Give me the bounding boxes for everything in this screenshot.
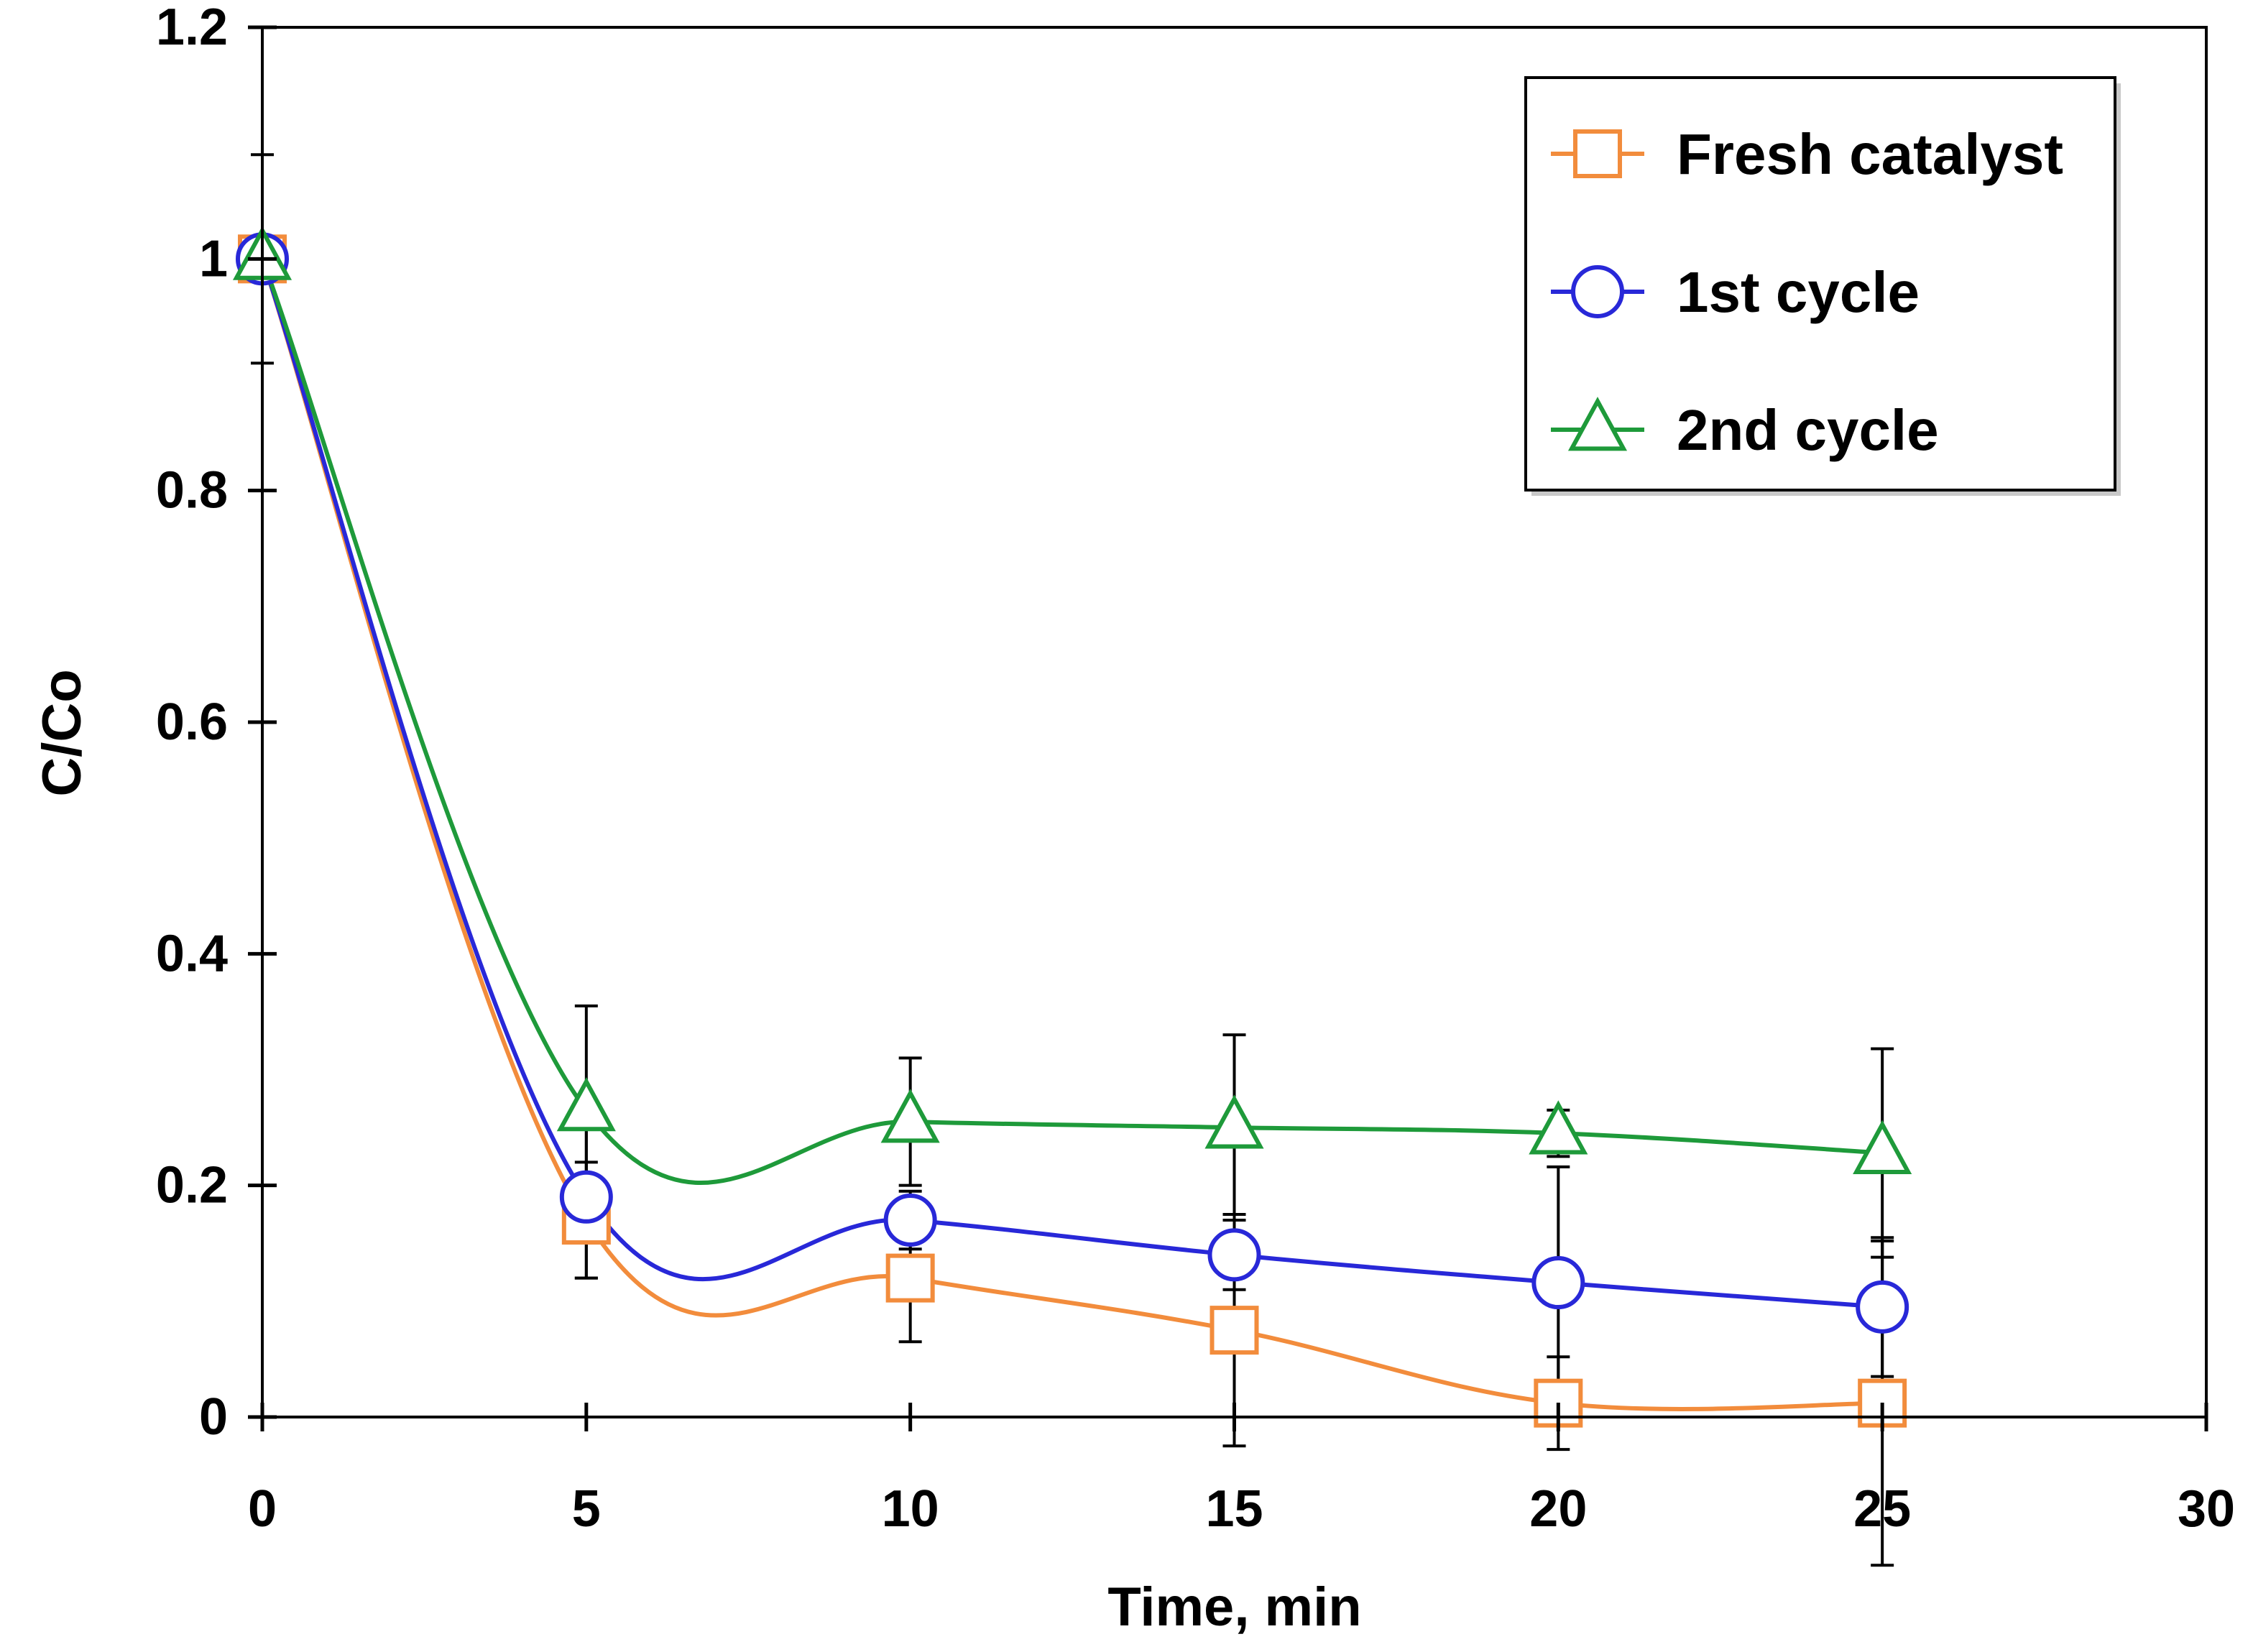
x-tick-label: 20 bbox=[1529, 1480, 1587, 1538]
y-tick-label: 1 bbox=[199, 230, 228, 287]
y-tick-label: 0.6 bbox=[156, 693, 228, 751]
fresh-catalyst-legend-marker bbox=[1573, 129, 1622, 178]
1st-cycle-legend-label: 1st cycle bbox=[1677, 260, 1920, 324]
1st-cycle-point bbox=[883, 1194, 937, 1247]
fresh-catalyst-point bbox=[885, 1253, 935, 1303]
y-axis-title: C/Co bbox=[32, 669, 93, 796]
fresh-catalyst-point bbox=[1210, 1306, 1259, 1355]
y-tick-label: 0.8 bbox=[156, 462, 228, 520]
2nd-cycle-point bbox=[556, 1077, 616, 1132]
axes bbox=[248, 25, 2208, 1431]
1st-cycle-legend-marker bbox=[1571, 265, 1624, 318]
1st-cycle-point bbox=[1856, 1280, 1909, 1334]
2nd-cycle-legend-label: 2nd cycle bbox=[1677, 398, 1939, 462]
2nd-cycle-point bbox=[1853, 1120, 1912, 1174]
y-tick-label: 0.4 bbox=[156, 925, 228, 982]
2nd-cycle-legend-marker bbox=[1567, 397, 1628, 451]
x-axis-title: Time, min bbox=[1107, 1577, 1361, 1638]
2nd-cycle-point bbox=[1529, 1100, 1588, 1155]
x-tick-label: 10 bbox=[882, 1480, 939, 1538]
x-tick-label: 30 bbox=[2178, 1480, 2235, 1538]
y-tick-label: 0.2 bbox=[156, 1157, 228, 1214]
1st-cycle-point bbox=[1207, 1228, 1261, 1282]
y-tick-label: 0 bbox=[199, 1388, 228, 1446]
2nd-cycle-point bbox=[880, 1089, 940, 1143]
legend: Fresh catalyst 1st cycle 2nd cycle bbox=[1524, 76, 2121, 496]
x-tick-label: 25 bbox=[1853, 1480, 1911, 1538]
2nd-cycle-point bbox=[1204, 1094, 1264, 1149]
x-tick-label: 5 bbox=[572, 1480, 601, 1538]
x-tick-label: 15 bbox=[1205, 1480, 1263, 1538]
tick-labels: 0 0.2 0.4 0.6 0.8 1 1.2 0 5 10 15 20 25 30 bbox=[156, 0, 2235, 1538]
legend-box bbox=[1524, 76, 2116, 492]
y-tick-label: 1.2 bbox=[156, 0, 228, 56]
1st-cycle-point bbox=[1531, 1256, 1585, 1310]
fresh-catalyst-legend-label: Fresh catalyst bbox=[1677, 122, 2063, 186]
1st-cycle-point bbox=[559, 1170, 613, 1224]
x-tick-label: 0 bbox=[248, 1480, 277, 1538]
